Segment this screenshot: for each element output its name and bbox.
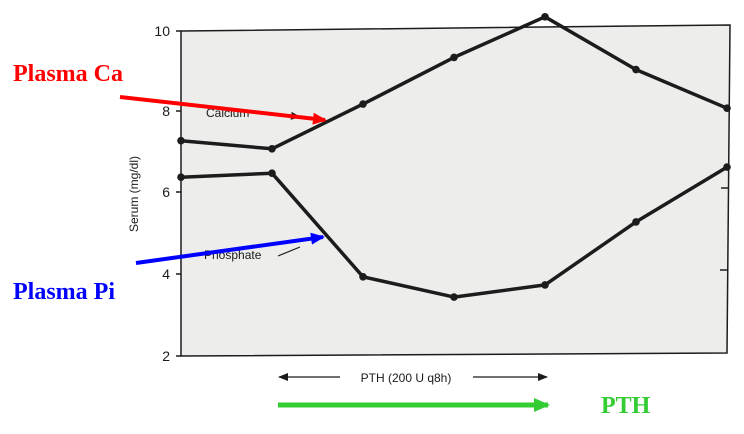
data-point-calcium-3	[450, 53, 458, 62]
data-point-phosphate-6	[723, 163, 731, 171]
y-tick-label: 6	[162, 184, 170, 200]
y-axis: 2 4 6 8 10 Serum (mg/dl)	[127, 23, 729, 364]
data-point-calcium-6	[723, 104, 731, 112]
data-point-phosphate-0	[177, 173, 185, 181]
data-point-calcium-4	[541, 12, 549, 21]
phosphate-label-pointer	[277, 246, 301, 257]
pth-label: PTH	[601, 393, 651, 419]
data-point-calcium-1	[268, 145, 276, 153]
y-tick-label: 4	[162, 266, 170, 282]
data-point-calcium-2	[359, 100, 367, 108]
y-tick-label: 10	[154, 23, 170, 39]
plot-area	[180, 24, 731, 357]
plasma-ca-label: Plasma Ca	[13, 61, 123, 87]
series-layer	[177, 12, 731, 301]
y-axis-title: Serum (mg/dl)	[127, 156, 141, 232]
data-point-phosphate-1	[268, 169, 276, 177]
plasma-pi-label: Plasma Pi	[13, 279, 115, 305]
y-tick-label: 2	[162, 348, 170, 364]
plasma-pi-arrow	[135, 232, 325, 265]
data-point-calcium-0	[177, 136, 185, 145]
data-point-phosphate-3	[450, 293, 458, 301]
data-point-phosphate-4	[541, 281, 549, 289]
data-point-phosphate-2	[359, 273, 367, 281]
data-point-calcium-5	[632, 65, 640, 74]
pth-period-label: PTH (200 U q8h)	[361, 371, 452, 385]
data-point-phosphate-5	[632, 218, 640, 226]
plasma-ca-arrow	[119, 95, 327, 125]
y-tick-label: 8	[162, 103, 170, 119]
